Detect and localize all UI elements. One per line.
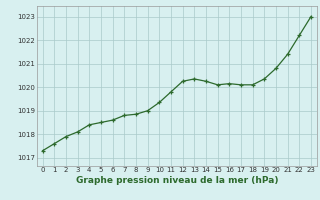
- X-axis label: Graphe pression niveau de la mer (hPa): Graphe pression niveau de la mer (hPa): [76, 176, 278, 185]
